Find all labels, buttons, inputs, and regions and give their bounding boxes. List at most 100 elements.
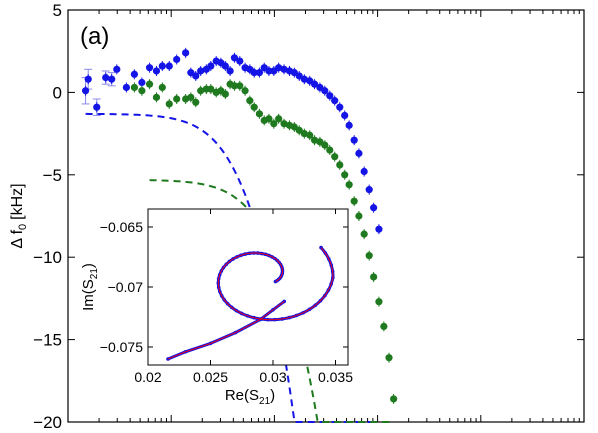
- green-marker: [306, 131, 314, 139]
- green-marker: [255, 110, 264, 118]
- green-data-point: [321, 140, 329, 151]
- green-data-point: [236, 80, 244, 91]
- blue-data-point: [310, 79, 319, 90]
- y-axis-label: Δ f0 [kHz]: [9, 183, 29, 248]
- blue-data-point: [375, 224, 383, 235]
- green-marker: [336, 161, 344, 169]
- green-marker: [187, 93, 195, 101]
- blue-data-point: [192, 70, 200, 81]
- blue-marker: [81, 87, 90, 95]
- main-y-axis-ticks: −20 −15 −10 −5 0 5: [33, 1, 584, 432]
- inset-x-label-subscript: 21: [259, 396, 271, 407]
- y-axis-label-subscript: 0: [17, 224, 29, 230]
- blue-marker: [250, 69, 258, 77]
- blue-data-point: [336, 102, 344, 113]
- inset-data-point: [273, 279, 278, 284]
- blue-marker: [230, 54, 239, 62]
- green-marker: [152, 93, 161, 101]
- y-axis-label-symbol: Δ f: [9, 229, 26, 248]
- inset-fit-tail: [167, 301, 285, 360]
- green-marker: [370, 273, 378, 281]
- blue-marker: [295, 72, 303, 80]
- blue-marker: [182, 49, 190, 57]
- y-axis-label-unit: [kHz]: [9, 183, 26, 219]
- inset-x-label-close: ): [270, 387, 275, 404]
- blue-data-point: [236, 56, 244, 67]
- y-tick-label: 5: [53, 1, 62, 20]
- green-data-point: [365, 250, 373, 261]
- fit-curves: [85, 112, 394, 423]
- green-data-point: [207, 84, 215, 95]
- blue-data-point: [321, 85, 329, 96]
- green-data-point: [165, 98, 173, 109]
- green-data-point: [192, 97, 200, 108]
- blue-data-point: [370, 202, 378, 213]
- inset-x-tick-label: 0.035: [318, 369, 353, 385]
- green-data-point: [380, 321, 388, 332]
- blue-marker: [192, 72, 200, 80]
- green-marker: [138, 87, 146, 95]
- inset-x-axis-label: Re(S21): [225, 387, 275, 407]
- inset-x-tick-label: 0.03: [259, 369, 286, 385]
- green-data-point: [152, 92, 161, 103]
- blue-marker: [207, 62, 215, 70]
- blue-marker: [255, 69, 264, 77]
- green-data-point: [130, 82, 139, 93]
- blue-data-point: [226, 65, 234, 76]
- green-data-point: [341, 169, 349, 180]
- inset-y-label-text: Im(S: [80, 279, 97, 311]
- green-data-point: [221, 89, 229, 100]
- blue-marker: [221, 62, 229, 70]
- inset-y-tick-label: −0.075: [100, 339, 143, 355]
- blue-marker: [331, 97, 339, 105]
- blue-marker: [165, 62, 173, 70]
- blue-data-point: [230, 52, 239, 63]
- green-marker: [265, 115, 273, 123]
- blue-marker: [300, 75, 308, 83]
- blue-marker: [336, 103, 344, 111]
- green-marker: [360, 230, 368, 238]
- green-marker: [300, 130, 308, 138]
- blue-data-point: [182, 47, 190, 58]
- green-data-point: [326, 145, 334, 156]
- green-data-point: [336, 159, 344, 170]
- green-marker: [130, 83, 139, 92]
- inset-fit-curve: [217, 247, 334, 321]
- inset-y-tick-label: −0.065: [100, 219, 143, 235]
- blue-marker: [84, 75, 92, 83]
- green-data-point: [173, 93, 181, 104]
- green-data-point: [145, 79, 154, 90]
- green-data-point: [350, 196, 358, 207]
- inset-y-axis-label: Im(S21): [80, 263, 100, 311]
- green-marker: [350, 197, 358, 205]
- blue-data-point: [197, 65, 205, 76]
- blue-data-point: [331, 95, 339, 106]
- blue-marker: [113, 65, 121, 73]
- green-marker: [280, 120, 288, 128]
- green-marker: [341, 171, 349, 179]
- green-data-point: [158, 82, 166, 93]
- inset-y-label-close: ): [80, 263, 97, 268]
- green-marker: [192, 98, 200, 106]
- data-points: [81, 47, 398, 404]
- blue-marker: [341, 111, 349, 120]
- green-data-point: [375, 296, 383, 307]
- green-marker: [246, 97, 254, 105]
- green-data-point: [345, 179, 353, 190]
- panel-label: (a): [80, 23, 109, 50]
- green-marker: [275, 115, 283, 123]
- green-data-point: [360, 229, 368, 240]
- blue-marker: [365, 186, 373, 194]
- blue-data-point: [350, 135, 358, 146]
- green-marker: [321, 141, 329, 149]
- blue-data-point: [113, 64, 121, 75]
- green-data-point: [280, 118, 288, 129]
- green-marker: [375, 298, 383, 306]
- green-marker: [221, 90, 229, 98]
- blue-marker: [350, 136, 358, 144]
- green-marker: [236, 82, 244, 90]
- blue-data-point: [341, 110, 349, 121]
- blue-data-point: [130, 69, 139, 80]
- inset-x-tick-label: 0.025: [193, 369, 228, 385]
- blue-data-point: [365, 184, 373, 195]
